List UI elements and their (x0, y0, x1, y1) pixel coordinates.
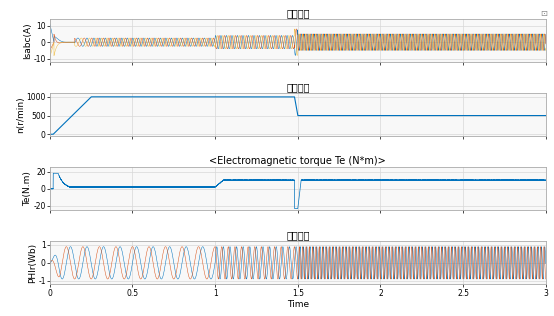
Y-axis label: n(r/min): n(r/min) (16, 96, 25, 133)
Title: <Electromagnetic torque Te (N*m)>: <Electromagnetic torque Te (N*m)> (209, 156, 386, 167)
Title: 三相电流: 三相电流 (286, 8, 310, 18)
Title: 转子磁链: 转子磁链 (286, 231, 310, 240)
Text: ⊡: ⊡ (540, 9, 547, 18)
Y-axis label: Te(N.m): Te(N.m) (23, 171, 32, 206)
Y-axis label: Isabc(A): Isabc(A) (23, 22, 32, 59)
Title: 电机转速: 电机转速 (286, 82, 310, 92)
Y-axis label: PHIr(Wb): PHIr(Wb) (28, 243, 37, 283)
X-axis label: Time: Time (287, 300, 309, 309)
